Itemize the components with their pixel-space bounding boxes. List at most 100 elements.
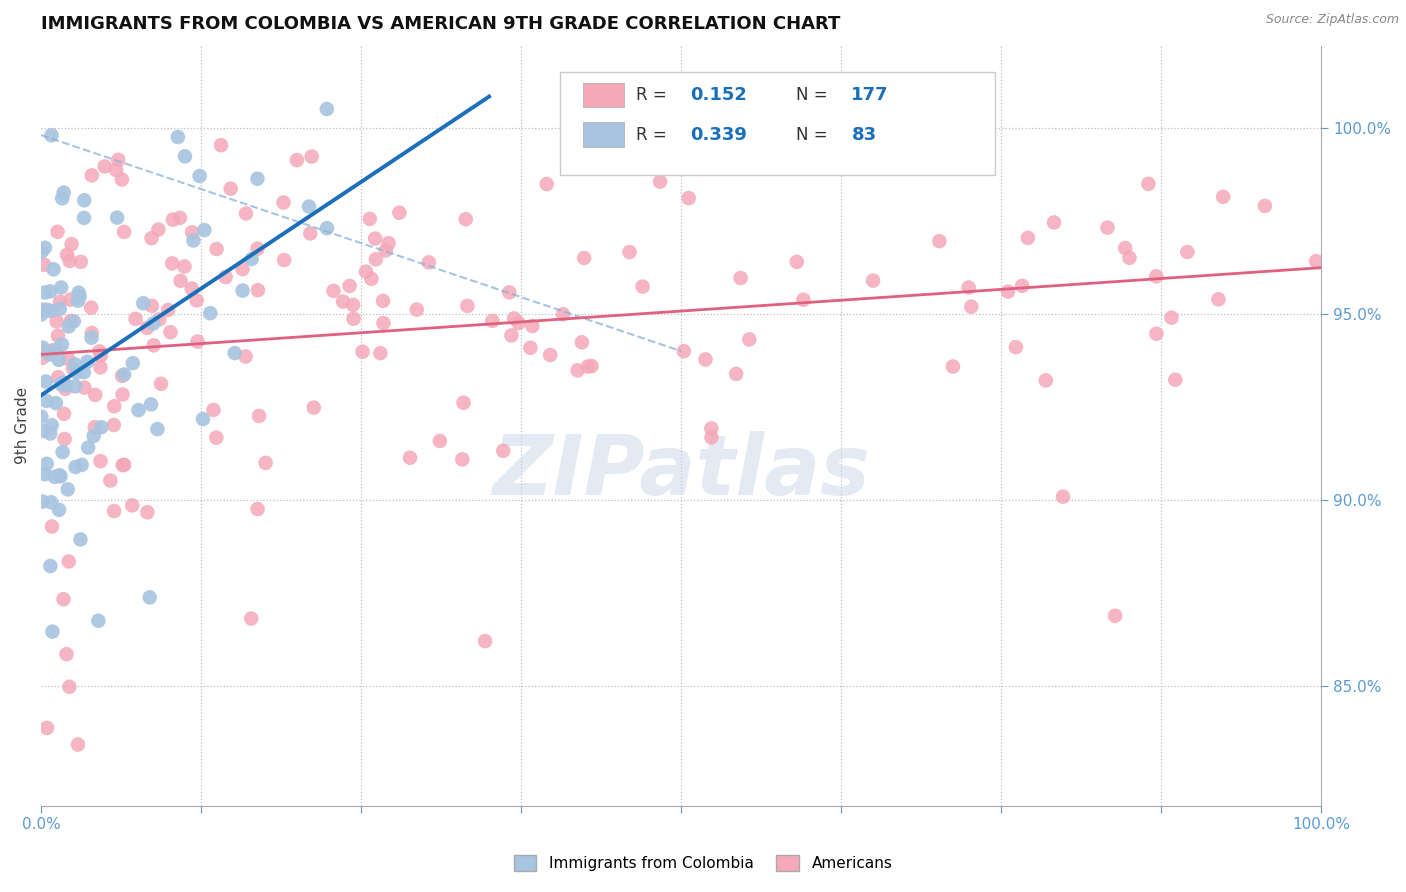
Point	[55, 382, 77, 396]
Point	[1097, 220, 1119, 235]
Point	[30, 302, 52, 317]
Point	[31, 341, 53, 355]
Point	[508, 316, 530, 330]
Point	[960, 300, 983, 314]
Point	[960, 129, 983, 144]
Point	[121, 356, 143, 370]
Point	[160, 256, 183, 270]
Point	[41, 418, 63, 433]
Point	[332, 294, 354, 309]
Point	[1118, 251, 1140, 265]
Point	[786, 255, 808, 269]
Point	[52, 592, 75, 607]
Point	[1164, 373, 1187, 387]
Point	[672, 344, 695, 359]
Point	[111, 172, 134, 186]
Point	[200, 306, 222, 320]
Point	[399, 450, 422, 465]
Point	[128, 403, 150, 417]
Point	[451, 452, 474, 467]
Point	[205, 431, 228, 445]
Point	[1144, 326, 1167, 341]
Point	[214, 270, 236, 285]
Point	[359, 211, 381, 226]
Point	[503, 311, 526, 326]
Point	[388, 205, 411, 219]
Point	[536, 177, 558, 191]
Point	[1052, 490, 1074, 504]
Point	[141, 231, 163, 245]
Point	[42, 262, 65, 277]
Point	[58, 319, 80, 334]
Point	[240, 611, 263, 625]
Point	[73, 365, 96, 379]
Point	[31, 244, 53, 259]
Point	[41, 343, 63, 358]
Point	[360, 272, 382, 286]
Point	[1175, 245, 1198, 260]
Point	[73, 381, 96, 395]
Point	[148, 312, 170, 326]
Point	[100, 474, 122, 488]
Point	[35, 721, 58, 735]
Point	[364, 231, 387, 245]
Point	[51, 337, 73, 351]
Legend: Immigrants from Colombia, Americans: Immigrants from Colombia, Americans	[508, 849, 898, 877]
Point	[162, 212, 184, 227]
Point	[38, 347, 60, 361]
Point	[1017, 231, 1039, 245]
Point	[180, 282, 202, 296]
Point	[301, 150, 323, 164]
Point	[62, 361, 84, 376]
Point	[103, 399, 125, 413]
Point	[39, 495, 62, 509]
Point	[51, 191, 73, 205]
Point	[1160, 310, 1182, 325]
Point	[69, 533, 91, 547]
Point	[619, 245, 641, 260]
Point	[246, 283, 269, 297]
Point	[1137, 177, 1160, 191]
Point	[84, 388, 107, 402]
Point	[354, 265, 377, 279]
Point	[34, 241, 56, 255]
Point	[105, 211, 128, 225]
Point	[1114, 241, 1136, 255]
Point	[322, 284, 344, 298]
Text: IMMIGRANTS FROM COLOMBIA VS AMERICAN 9TH GRADE CORRELATION CHART: IMMIGRANTS FROM COLOMBIA VS AMERICAN 9TH…	[41, 15, 841, 33]
Point	[52, 186, 75, 200]
Point	[53, 407, 76, 421]
Point	[700, 430, 723, 444]
Point	[56, 248, 79, 262]
Point	[181, 225, 204, 239]
Point	[45, 343, 67, 357]
Point	[298, 200, 321, 214]
Point	[1208, 293, 1230, 307]
Point	[1035, 373, 1057, 387]
Point	[35, 302, 58, 317]
Point	[70, 458, 93, 472]
Point	[111, 458, 134, 473]
Point	[39, 285, 62, 299]
Point	[148, 222, 170, 236]
Point	[1144, 269, 1167, 284]
Text: N =: N =	[796, 86, 834, 104]
Point	[285, 153, 308, 167]
Point	[169, 274, 191, 288]
Text: 177: 177	[852, 86, 889, 104]
Point	[31, 351, 53, 365]
Point	[136, 505, 159, 519]
Point	[49, 294, 72, 309]
Point	[112, 368, 135, 382]
FancyBboxPatch shape	[560, 72, 995, 175]
Point	[146, 422, 169, 436]
Point	[31, 494, 53, 508]
Point	[30, 409, 52, 424]
Point	[700, 421, 723, 435]
Point	[142, 317, 165, 331]
Point	[111, 368, 134, 383]
Point	[299, 227, 322, 241]
Point	[83, 429, 105, 443]
Point	[89, 360, 111, 375]
Point	[60, 314, 83, 328]
